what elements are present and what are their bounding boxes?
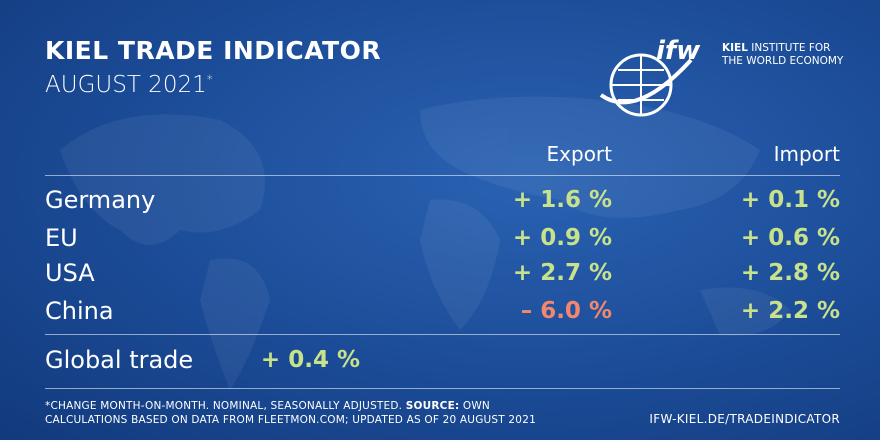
- logo-bold: KIEL: [722, 42, 748, 54]
- import-value: + 0.1 %: [740, 187, 840, 213]
- column-header: Import: [773, 142, 840, 166]
- logo-globe: [599, 53, 693, 117]
- rule: [45, 334, 840, 335]
- logo-text: KIEL INSTITUTE FOR THE WORLD ECONOMY: [722, 42, 843, 68]
- subtitle: AUGUST 2021*: [45, 72, 213, 98]
- footnote-line1: *CHANGE MONTH-ON-MONTH. NOMINAL, SEASONA…: [45, 400, 490, 412]
- url: IFW-KIEL.DE/TRADEINDICATOR: [649, 412, 840, 426]
- footnote-line2: CALCULATIONS BASED ON DATA FROM FLEETMON…: [45, 414, 536, 426]
- country: China: [45, 297, 114, 325]
- logo-mark: ifw: [656, 36, 701, 66]
- export-value: + 1.6 %: [512, 187, 612, 213]
- country: EU: [45, 224, 78, 252]
- footnote-text: *CHANGE MONTH-ON-MONTH. NOMINAL, SEASONA…: [45, 400, 403, 412]
- export-value: + 2.7 %: [512, 260, 612, 286]
- logo-line2: THE WORLD ECONOMY: [722, 55, 844, 67]
- column-header: Export: [546, 142, 612, 166]
- export-value: + 0.9 %: [512, 225, 612, 251]
- subtitle-mark: *: [206, 72, 213, 87]
- footnote-source: SOURCE:: [405, 400, 460, 412]
- rule: [45, 388, 840, 389]
- import-value: + 0.6 %: [740, 225, 840, 251]
- subtitle-text: AUGUST 2021: [45, 72, 207, 98]
- rule: [45, 175, 840, 176]
- import-value: + 2.2 %: [740, 298, 840, 324]
- global-label: Global trade: [45, 346, 194, 374]
- footnote-text: OWN: [462, 400, 490, 412]
- global-value: + 0.4 %: [260, 347, 360, 373]
- import-value: + 2.8 %: [740, 260, 840, 286]
- country: USA: [45, 259, 95, 287]
- logo-line1: INSTITUTE FOR: [751, 42, 831, 54]
- country: Germany: [45, 186, 156, 214]
- title: KIEL TRADE INDICATOR: [45, 36, 382, 65]
- export-value: – 6.0 %: [520, 298, 612, 324]
